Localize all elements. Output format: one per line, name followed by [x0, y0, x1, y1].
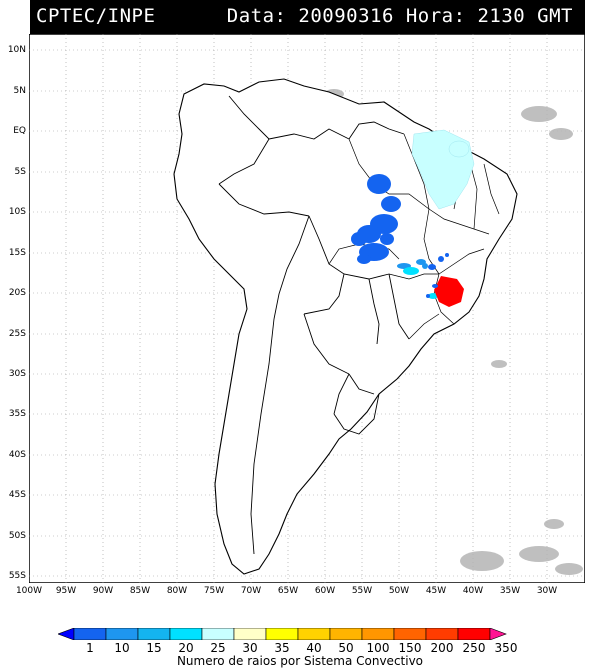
- colorbar-arrow-left: [58, 628, 75, 640]
- colorbar-swatch: [297, 628, 331, 640]
- colorbar-tick: 250: [462, 641, 486, 655]
- lon-label: 80W: [166, 586, 188, 596]
- lat-label: 55S: [8, 571, 26, 581]
- colorbar-swatch: [201, 628, 235, 640]
- lon-label: 65W: [277, 586, 299, 596]
- lon-label: 70W: [240, 586, 262, 596]
- colorbar-swatch: [265, 628, 299, 640]
- map-frame: [29, 34, 585, 583]
- header-title: CPTEC/INPE: [36, 5, 156, 27]
- lat-label: 30S: [8, 369, 26, 379]
- lat-label: 10S: [8, 207, 26, 217]
- lon-label: 35W: [499, 586, 521, 596]
- lat-label: 5N: [13, 86, 26, 96]
- lon-label: 40W: [462, 586, 484, 596]
- colorbar-tick: 20: [178, 641, 194, 655]
- cluster-triangulo: [403, 267, 438, 299]
- country-borders: [218, 95, 410, 555]
- map-header: CPTEC/INPE Data: 20090316 Hora: 2130 GMT: [30, 0, 585, 34]
- lat-label: 10N: [7, 45, 26, 55]
- cluster-nordeste: [411, 129, 475, 210]
- colorbar-tick: 40: [306, 641, 322, 655]
- south-america-coastline: [173, 78, 518, 575]
- lon-label: 85W: [129, 586, 151, 596]
- colorbar-swatch: [105, 628, 139, 640]
- lat-label: 25S: [8, 329, 26, 339]
- header-datetime: Data: 20090316 Hora: 2130 GMT: [226, 5, 573, 27]
- colorbar-tick: 150: [398, 641, 422, 655]
- lat-label: 5S: [14, 167, 26, 177]
- colorbar-tick: 25: [210, 641, 226, 655]
- lat-label: 40S: [8, 450, 26, 460]
- colorbar-swatch: [169, 628, 203, 640]
- lon-label: 75W: [203, 586, 225, 596]
- colorbar-swatch: [361, 628, 395, 640]
- colorbar-tick: 100: [366, 641, 390, 655]
- lat-label: 20S: [8, 288, 26, 298]
- lon-label: 100W: [15, 586, 43, 596]
- lon-label: 95W: [55, 586, 77, 596]
- colorbar-tick: 35: [274, 641, 290, 655]
- lat-label: EQ: [13, 126, 26, 136]
- cluster-minas-gerais: [434, 276, 464, 307]
- lon-label: 90W: [92, 586, 114, 596]
- colorbar: [58, 628, 507, 640]
- colorbar-caption: Numero de raios por Sistema Convectivo: [176, 654, 424, 668]
- colorbar-swatch: [393, 628, 427, 640]
- cluster-minas-blue: [426, 253, 449, 298]
- graticule: [29, 34, 585, 583]
- lon-label: 45W: [425, 586, 447, 596]
- lon-label: 60W: [314, 586, 336, 596]
- colorbar-tick: 1: [86, 641, 94, 655]
- lon-label: 50W: [388, 586, 410, 596]
- lat-label: 45S: [8, 490, 26, 500]
- lat-label: 50S: [8, 531, 26, 541]
- lat-label: 35S: [8, 409, 26, 419]
- colorbar-tick: 15: [146, 641, 162, 655]
- colorbar-tick: 10: [114, 641, 130, 655]
- lon-label: 30W: [536, 586, 558, 596]
- colorbar-swatch: [137, 628, 171, 640]
- colorbar-swatch: [329, 628, 363, 640]
- colorbar-swatch: [73, 628, 107, 640]
- colorbar-swatch: [233, 628, 267, 640]
- colorbar-arrow-right: [489, 628, 507, 640]
- cluster-goias: [397, 259, 428, 269]
- lightning-clusters: [351, 129, 475, 307]
- colorbar-tick: 50: [338, 641, 354, 655]
- cluster-mato-grosso: [351, 174, 401, 264]
- colorbar-tick: 30: [242, 641, 258, 655]
- colorbar-swatch: [457, 628, 491, 640]
- lon-label: 55W: [351, 586, 373, 596]
- lat-label: 15S: [8, 248, 26, 258]
- colorbar-tick: 350: [494, 641, 518, 655]
- colorbar-swatch: [425, 628, 459, 640]
- colorbar-tick: 200: [430, 641, 454, 655]
